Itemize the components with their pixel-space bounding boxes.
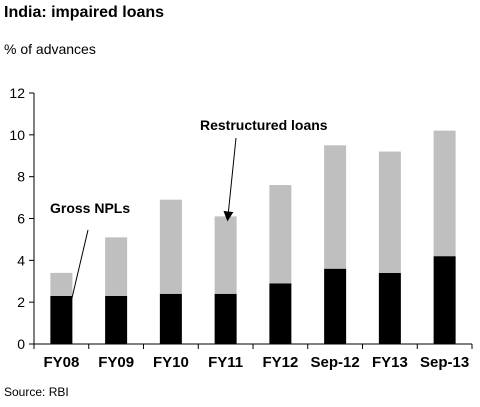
y-tick-label: 4 xyxy=(17,252,25,268)
bar-restructured-loans-fy13 xyxy=(378,151,401,273)
bar-restructured-loans-fy08 xyxy=(50,272,73,296)
y-tick-label: 2 xyxy=(17,294,25,310)
y-tick-label: 8 xyxy=(17,169,25,185)
bar-gross-npls-fy13 xyxy=(378,272,401,344)
x-tick-label: FY13 xyxy=(372,354,408,371)
y-tick-label: 10 xyxy=(9,127,25,143)
bar-gross-npls-fy10 xyxy=(159,293,182,344)
annotation-arrow-gross-npls xyxy=(62,229,89,328)
bar-gross-npls-fy11 xyxy=(214,293,237,344)
bar-gross-npls-fy09 xyxy=(105,295,128,344)
annotation-arrow-restructured-loans xyxy=(223,137,237,222)
annotation-restructured-loans: Restructured loans xyxy=(200,117,328,133)
chart-subtitle: % of advances xyxy=(4,41,96,57)
bar-restructured-loans-sep-12 xyxy=(324,145,347,269)
bar-gross-npls-sep-12 xyxy=(324,268,347,344)
y-tick-label: 12 xyxy=(9,85,25,101)
bar-restructured-loans-fy12 xyxy=(269,185,292,284)
y-tick-label: 0 xyxy=(17,336,25,352)
chart-title: India: impaired loans xyxy=(4,4,165,21)
x-tick-label: FY08 xyxy=(43,354,79,371)
bar-gross-npls-fy12 xyxy=(269,283,292,344)
x-tick-label: FY09 xyxy=(98,354,134,371)
bar-restructured-loans-fy09 xyxy=(105,237,128,296)
bar-restructured-loans-fy11 xyxy=(214,216,237,294)
x-tick-label: FY10 xyxy=(153,354,189,371)
source-note: Source: RBI xyxy=(4,385,69,399)
x-tick-label: Sep-12 xyxy=(311,354,360,371)
bar-restructured-loans-fy10 xyxy=(159,199,182,294)
x-tick-label: FY11 xyxy=(208,354,243,371)
bar-gross-npls-sep-13 xyxy=(433,256,456,344)
annotation-gross-npls: Gross NPLs xyxy=(50,200,130,216)
bar-restructured-loans-sep-13 xyxy=(433,130,456,257)
x-tick-label: Sep-13 xyxy=(420,354,469,371)
bar-gross-npls-fy08 xyxy=(50,295,73,344)
y-tick-label: 6 xyxy=(17,211,25,227)
x-tick-label: FY12 xyxy=(262,354,298,371)
